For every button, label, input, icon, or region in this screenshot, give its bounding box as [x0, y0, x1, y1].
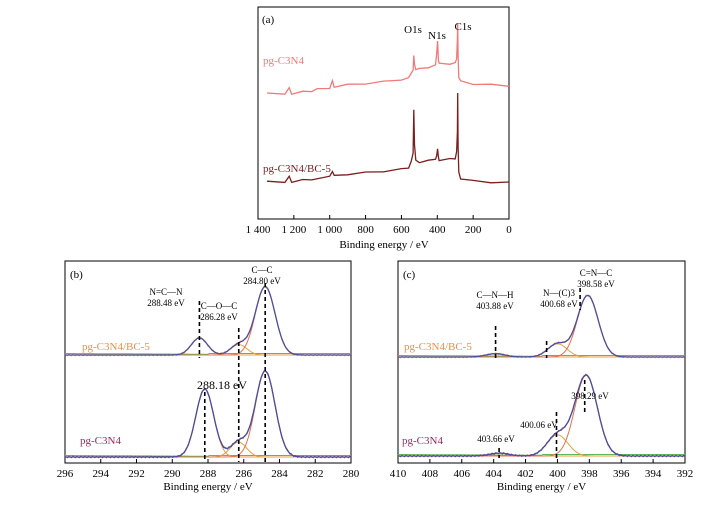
x-tick-label-layer-b-5: 286	[236, 468, 253, 480]
x-axis-label-layer-b: Binding energy / eV	[163, 481, 252, 493]
peak-label-layer-b-0-1-0: C—O—C	[201, 301, 238, 311]
panel-a: pg-C3N4 pg-C3N4/BC-5 O1s N1s C1s (a) 1 400 1 20…	[246, 14, 513, 251]
x-tick-label-layer-b-1: 294	[93, 468, 110, 480]
x-tick-label-a-7: 0	[506, 224, 512, 236]
peak-label-layer-c-0-2-1: 398.58 eV	[577, 279, 615, 289]
x-tick-label-a-1: 1 200	[281, 224, 306, 236]
x-axis-label-layer-c: Binding energy / eV	[497, 481, 586, 493]
panel-label-a: (a)	[262, 14, 275, 26]
peak-label-layer-b-0-2-1: 284.80 eV	[243, 276, 281, 286]
x-axis-label-a: Binding energy / eV	[339, 239, 428, 251]
x-tick-label-layer-c-5: 400	[549, 468, 566, 480]
x-tick-label-layer-c-0: 410	[390, 468, 407, 480]
peak-annotation-2: C1s	[454, 21, 471, 33]
fit-envelope-layer-c-0	[398, 294, 685, 358]
x-tick-label-layer-c-7: 396	[613, 468, 630, 480]
panel-label-layer-c: (c)	[403, 269, 416, 281]
x-tick-label-a-3: 800	[357, 224, 374, 236]
x-tick-label-a-4: 600	[393, 224, 410, 236]
x-tick-label-layer-b-7: 282	[307, 468, 324, 480]
peak-label-layer-c-0-1-1: 400.68 eV	[540, 299, 578, 309]
sample-label-layer-c-1: pg-C3N4	[402, 435, 443, 447]
background-line-layer-b-0	[65, 353, 351, 355]
peak-label-layer-c-0-0-1: 403.88 eV	[476, 301, 514, 311]
peak-label-layer-b-1-0-0: 288.18 eV	[197, 378, 247, 392]
x-tick-label-layer-b-4: 288	[200, 468, 217, 480]
fit-envelope-layer-c-1	[398, 374, 685, 457]
peak-label-layer-b-0-2-0: C—C	[251, 265, 272, 275]
peak-annotation-1: N1s	[428, 30, 446, 42]
background-line-layer-b-1	[65, 455, 351, 457]
peak-label-layer-b-0-0-1: 288.48 eV	[147, 298, 185, 308]
x-tick-label-layer-c-2: 406	[454, 468, 471, 480]
series-label-0: pg-C3N4	[263, 55, 304, 67]
x-tick-label-layer-b-6: 284	[271, 468, 288, 480]
x-tick-label-a-5: 400	[429, 224, 446, 236]
x-tick-label-layer-c-9: 392	[677, 468, 694, 480]
survey-line-pg-c3n4	[266, 23, 510, 95]
x-tick-label-layer-b-8: 280	[343, 468, 360, 480]
x-tick-label-a-2: 1 000	[317, 224, 342, 236]
panel-b-frame	[64, 260, 352, 464]
x-tick-label-layer-c-6: 398	[581, 468, 598, 480]
sample-label-layer-b-1: pg-C3N4	[80, 435, 121, 447]
peak-label-layer-c-0-0-0: C—N—H	[476, 290, 514, 300]
peak-label-layer-b-0-1-1: 286.28 eV	[200, 312, 238, 322]
panel-c-frame	[397, 260, 686, 464]
fit-envelope-layer-b-1	[65, 370, 351, 458]
x-tick-label-a-0: 1 400	[246, 224, 271, 236]
x-tick-label-layer-b-2: 292	[128, 468, 145, 480]
panel-label-layer-b: (b)	[70, 269, 83, 281]
series-label-1: pg-C3N4/BC-5	[263, 163, 331, 175]
sample-label-layer-b-0: pg-C3N4/BC-5	[82, 341, 150, 353]
background-line-layer-c-0	[398, 355, 685, 357]
peak-label-layer-b-0-0-0: N=C—N	[149, 287, 183, 297]
x-tick-label-layer-c-1: 408	[422, 468, 439, 480]
peak-label-layer-c-1-0-0: 403.66 eV	[477, 434, 515, 444]
x-tick-label-a-6: 200	[465, 224, 482, 236]
x-tick-label-layer-b-3: 290	[164, 468, 181, 480]
peak-label-layer-c-0-2-0: C=N—C	[580, 268, 613, 278]
x-tick-label-layer-c-8: 394	[645, 468, 662, 480]
x-tick-label-layer-c-4: 402	[517, 468, 534, 480]
panel-a-frame	[257, 6, 510, 220]
peak-annotation-0: O1s	[404, 24, 422, 36]
peak-label-layer-c-1-1-0: 400.06 eV	[520, 420, 558, 430]
background-line-layer-c-1	[398, 454, 685, 456]
peak-label-layer-c-0-1-0: N—(C)3	[543, 288, 575, 298]
fit-envelope-layer-b-0	[65, 285, 351, 356]
sample-label-layer-c-0: pg-C3N4/BC-5	[404, 341, 472, 353]
survey-line-pg-c3n4-bc5	[266, 92, 510, 184]
x-tick-label-layer-b-0: 296	[57, 468, 74, 480]
peak-label-layer-c-1-2-0: 398.29 eV	[571, 391, 609, 401]
x-tick-label-layer-c-3: 404	[485, 468, 502, 480]
